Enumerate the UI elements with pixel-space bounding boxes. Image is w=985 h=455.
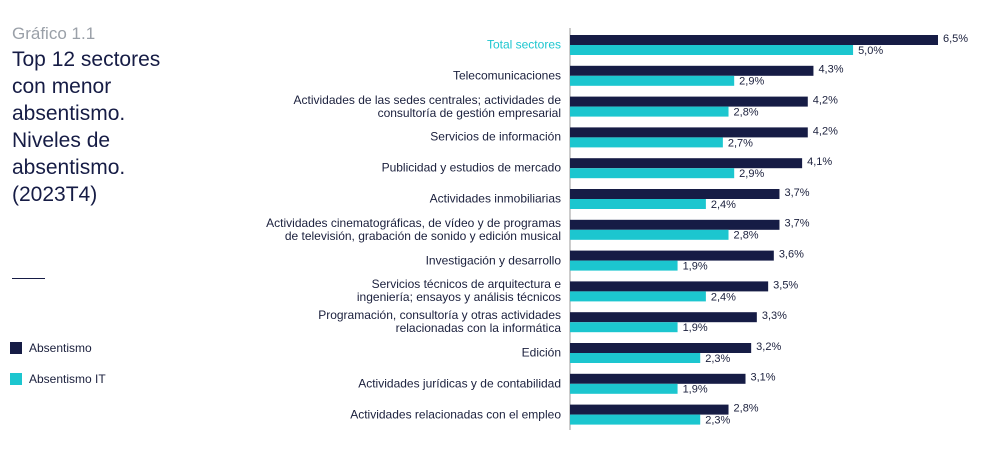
value-label: 2,4% <box>711 199 736 211</box>
bar <box>570 137 723 148</box>
category-label: Edición <box>521 345 561 360</box>
value-label: 2,9% <box>739 76 764 88</box>
category-label: Telecomunicaciones <box>452 68 561 83</box>
value-label: 6,5% <box>943 33 968 45</box>
bar <box>570 189 780 199</box>
bar <box>570 260 678 271</box>
bar <box>570 373 746 384</box>
bar <box>570 219 780 230</box>
category-label: Actividades jurídicas y de contabilidad <box>358 376 561 391</box>
bar <box>570 414 701 425</box>
legend-item: Absentismo IT <box>10 372 106 386</box>
divider <box>12 278 45 279</box>
bar <box>570 106 729 117</box>
value-label: 3,7% <box>784 187 809 199</box>
chart-title: Top 12 sectores con menor absentismo. Ni… <box>12 48 161 206</box>
legend-label: Absentismo IT <box>29 372 106 386</box>
category-label: Actividades relacionadas con el empleo <box>350 407 561 422</box>
value-label: 4,2% <box>813 125 838 137</box>
value-label: 4,3% <box>818 64 843 76</box>
value-label: 3,6% <box>779 249 804 261</box>
value-label: 2,9% <box>739 168 764 180</box>
value-label: 5,0% <box>858 45 883 57</box>
value-label: 1,9% <box>683 322 708 334</box>
bar <box>570 353 701 363</box>
value-label: 4,2% <box>813 95 838 107</box>
value-label: 1,9% <box>683 384 708 396</box>
legend-swatch <box>10 342 22 354</box>
category-label: Servicios de información <box>430 129 561 144</box>
category-label: Actividades inmobiliarias <box>429 191 561 206</box>
bar <box>570 168 735 179</box>
value-label: 3,2% <box>756 341 781 353</box>
value-label: 3,3% <box>762 310 787 322</box>
legend-label: Absentismo <box>29 341 92 355</box>
bar <box>570 199 706 209</box>
value-label: 3,5% <box>773 279 798 291</box>
value-label: 2,3% <box>705 353 730 365</box>
value-label: 2,8% <box>734 107 759 119</box>
bar <box>570 65 814 76</box>
category-label: Investigación y desarrollo <box>425 253 561 268</box>
bar <box>570 322 678 333</box>
bar <box>570 404 729 415</box>
bar <box>570 281 769 292</box>
value-label: 2,4% <box>711 291 736 303</box>
legend-item: Absentismo <box>10 341 92 355</box>
value-label: 3,1% <box>751 372 776 384</box>
legend-swatch <box>10 373 22 385</box>
category-label: Actividades cinematográficas, de vídeo y… <box>266 215 561 243</box>
category-label: Actividades de las sedes centrales; acti… <box>293 92 562 120</box>
bar <box>570 45 854 55</box>
category-label: Publicidad y estudios de mercado <box>381 160 561 175</box>
bar <box>570 158 803 169</box>
bar <box>570 383 678 394</box>
value-label: 2,3% <box>705 415 730 427</box>
value-label: 1,9% <box>683 261 708 273</box>
bar <box>570 35 938 45</box>
bar <box>570 75 735 86</box>
value-label: 2,7% <box>728 137 753 149</box>
bar <box>570 127 808 138</box>
category-label: Total sectores <box>486 37 561 52</box>
category-label: Programación, consultoría y otras activi… <box>318 308 561 336</box>
value-label: 2,8% <box>734 230 759 242</box>
chart-subtitle: Gráfico 1.1 <box>12 24 96 43</box>
value-label: 3,7% <box>784 218 809 230</box>
bar <box>570 250 774 261</box>
category-label: Servicios técnicos de arquitectura e ing… <box>356 277 561 305</box>
bar <box>570 343 752 353</box>
bar <box>570 291 706 302</box>
bar <box>570 229 729 240</box>
value-label: 4,1% <box>807 156 832 168</box>
bar <box>570 312 757 323</box>
bar <box>570 96 808 107</box>
value-label: 2,8% <box>734 403 759 415</box>
